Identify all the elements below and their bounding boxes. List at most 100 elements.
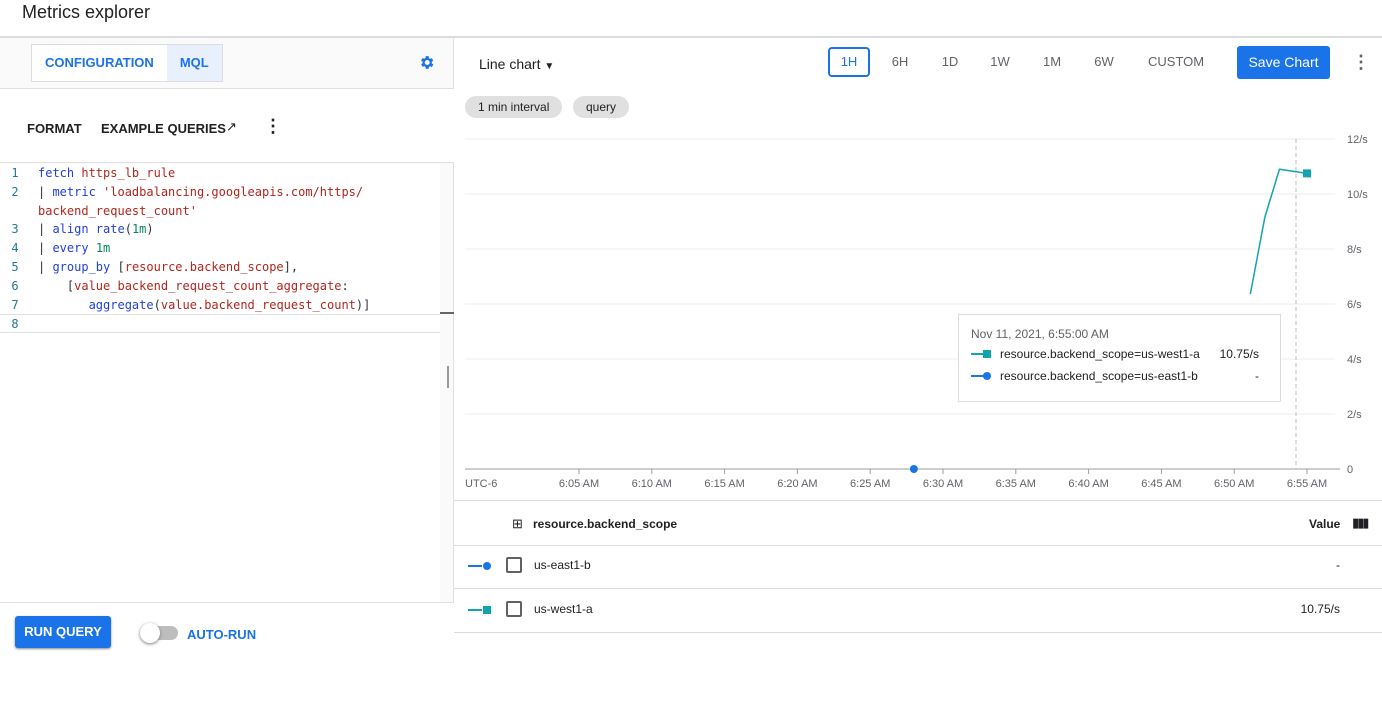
range-6h[interactable]: 6H — [891, 54, 909, 69]
column-header-scope[interactable]: resource.backend_scope — [533, 517, 678, 531]
chip-interval[interactable]: 1 min interval — [465, 96, 563, 118]
divider — [454, 545, 1382, 546]
scroll-marker — [440, 312, 454, 314]
x-tick-label: 6:50 AM — [1214, 478, 1254, 490]
code-token: backend_request_count' — [38, 203, 197, 218]
editor-toolbar: FORMAT EXAMPLE QUERIES ↗ ⋮ — [0, 88, 454, 163]
line-number: 7 — [11, 297, 19, 312]
tooltip-row: resource.backend_scope=us-west1-a 10.75/s — [971, 347, 1271, 363]
divider — [454, 500, 1382, 501]
toggle-knob — [140, 623, 160, 643]
code-line: 6 [value_backend_request_count_aggregate… — [0, 277, 440, 296]
legend-circle-icon — [468, 565, 482, 567]
range-custom[interactable]: CUSTOM — [1148, 54, 1205, 69]
range-1h[interactable]: 1H — [828, 47, 870, 77]
tooltip-label: resource.backend_scope=us-west1-a — [1000, 347, 1200, 361]
code-token: every — [52, 241, 96, 256]
code-token: https_lb_rule — [81, 166, 176, 180]
code-token: [ — [117, 260, 125, 274]
code-editor[interactable]: 1 fetch https_lb_rule 2 | metric 'loadbalan… — [0, 164, 440, 604]
y-tick-label: 4/s — [1347, 354, 1362, 366]
code-text: | group_by [resource.backend_scope], — [38, 258, 298, 277]
run-query-button[interactable]: RUN QUERY — [15, 616, 111, 648]
code-line: backend_request_count' — [0, 202, 440, 221]
legend-circle-icon — [971, 375, 985, 377]
tooltip-label: resource.backend_scope=us-east1-b — [1000, 369, 1198, 383]
code-text: [value_backend_request_count_aggregate: — [38, 277, 349, 296]
open-external-icon: ↗ — [226, 119, 237, 134]
range-1d[interactable]: 1D — [941, 54, 959, 69]
code-token: 1m — [95, 241, 111, 256]
chart-type-select[interactable]: Line chart ▼ — [479, 56, 554, 72]
divider — [0, 36, 1382, 38]
column-header-value[interactable]: Value — [1309, 517, 1341, 531]
code-line: 3 | align rate(1m) — [0, 220, 440, 239]
chip-query[interactable]: query — [573, 96, 630, 118]
code-text: aggregate(value.backend_request_count)] — [38, 296, 371, 315]
x-tick-label: 6:20 AM — [777, 478, 817, 490]
group-icon: ⊞ — [512, 516, 523, 531]
legend-square-icon — [468, 609, 482, 611]
range-1m[interactable]: 1M — [1042, 54, 1062, 69]
y-tick-label: 12/s — [1347, 134, 1368, 146]
code-token: metric — [52, 184, 104, 199]
code-text: | align rate(1m) — [38, 220, 154, 239]
y-tick-label: 6/s — [1347, 299, 1362, 311]
row-checkbox[interactable] — [506, 601, 522, 617]
row-checkbox[interactable] — [506, 557, 522, 573]
code-line: 2 | metric 'loadbalancing.googleapis.com/… — [0, 183, 440, 202]
code-token: value.backend_request_count — [160, 297, 356, 312]
code-token: align rate — [52, 222, 125, 237]
code-text: | metric 'loadbalancing.googleapis.com/h… — [38, 183, 363, 202]
x-tick-label: 6:45 AM — [1141, 478, 1181, 490]
code-token: 1m — [131, 222, 147, 237]
code-line: 7 aggregate(value.backend_request_count)… — [0, 296, 440, 315]
format-button[interactable]: FORMAT — [27, 121, 82, 136]
more-vert-icon[interactable]: ⋮ — [1352, 52, 1370, 72]
code-token: ( — [124, 222, 132, 237]
line-number: 5 — [11, 260, 19, 274]
table-row: us-west1-a 10.75/s — [454, 589, 1382, 633]
save-chart-button[interactable]: Save Chart — [1237, 46, 1330, 79]
code-token: )] — [355, 297, 371, 312]
resize-handle[interactable] — [447, 366, 449, 388]
columns-icon[interactable]: ▮▮▮ — [1352, 515, 1370, 530]
editor-tabs: CONFIGURATION MQL — [31, 44, 223, 82]
page-title: Metrics explorer — [22, 2, 151, 22]
chart-type-label: Line chart — [479, 56, 541, 72]
code-token: | — [38, 222, 53, 237]
chart-tooltip: Nov 11, 2021, 6:55:00 AM resource.backen… — [958, 314, 1281, 402]
x-tick-label: 6:35 AM — [996, 478, 1036, 490]
row-value: 10.75/s — [1300, 602, 1340, 616]
legend-square-icon — [971, 353, 985, 355]
marker — [983, 372, 991, 380]
tooltip-time: Nov 11, 2021, 6:55:00 AM — [971, 327, 1109, 341]
range-6w[interactable]: 6W — [1094, 54, 1114, 69]
line-number: 1 — [11, 166, 19, 180]
code-token: aggregate — [88, 297, 154, 312]
gear-icon[interactable] — [418, 54, 435, 71]
range-1w[interactable]: 1W — [990, 54, 1010, 69]
line-chart: 0 2/s 4/s 6/s 8/s 10/s 12/s UTC-6 6:05 AM 6:10 AM… — [465, 134, 1368, 490]
marker — [483, 606, 491, 614]
code-line: 5 | group_by [resource.backend_scope], — [0, 258, 440, 277]
more-vert-icon[interactable]: ⋮ — [264, 116, 282, 136]
tooltip-row: resource.backend_scope=us-east1-b - — [971, 369, 1271, 385]
code-line: 4 | every 1m — [0, 239, 440, 258]
x-tick-label: 6:25 AM — [850, 478, 890, 490]
code-token: ( — [153, 297, 161, 312]
code-token: ], — [283, 260, 299, 274]
y-tick-label: 8/s — [1347, 244, 1362, 256]
caret-down-icon: ▼ — [544, 61, 555, 72]
y-tick-label: 2/s — [1347, 409, 1362, 421]
tab-mql[interactable]: MQL — [166, 45, 222, 81]
run-bar: RUN QUERY AUTO-RUN — [0, 602, 454, 705]
tab-configuration[interactable]: CONFIGURATION — [45, 55, 154, 70]
example-queries-button[interactable]: EXAMPLE QUERIES — [101, 121, 226, 136]
code-line: 8 — [0, 314, 440, 334]
table-row: us-east1-b - — [454, 545, 1382, 589]
auto-run-label: AUTO-RUN — [187, 627, 257, 642]
code-text: backend_request_count' — [38, 202, 197, 221]
line-number: 6 — [11, 278, 19, 293]
code-token: value_backend_request_count_aggregate — [74, 278, 342, 293]
